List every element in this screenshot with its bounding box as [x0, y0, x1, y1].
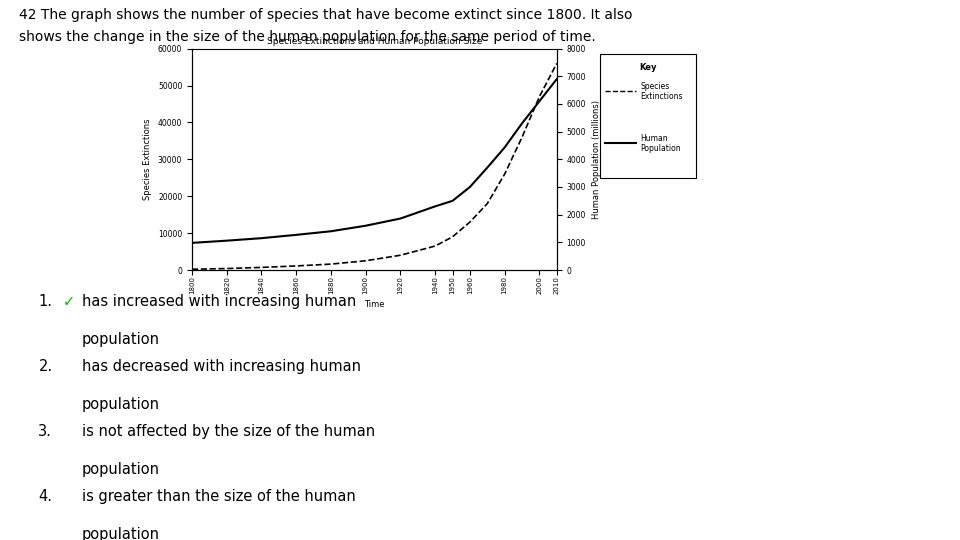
Text: is not affected by the size of the human: is not affected by the size of the human	[82, 424, 374, 439]
Text: 4.: 4.	[38, 489, 53, 504]
Text: population: population	[82, 526, 159, 540]
X-axis label: Time: Time	[364, 300, 385, 309]
Y-axis label: Human Population (millions): Human Population (millions)	[591, 100, 601, 219]
Text: 42 The graph shows the number of species that have become extinct since 1800. It: 42 The graph shows the number of species…	[19, 8, 633, 22]
Text: Human
Population: Human Population	[640, 134, 681, 153]
Text: is greater than the size of the human: is greater than the size of the human	[82, 489, 355, 504]
Text: Key: Key	[639, 63, 657, 72]
Text: has decreased with increasing human: has decreased with increasing human	[82, 359, 361, 374]
Text: 1.: 1.	[38, 294, 53, 309]
Text: ✓: ✓	[62, 294, 75, 309]
Text: population: population	[82, 332, 159, 347]
Text: shows the change in the size of the human population for the same period of time: shows the change in the size of the huma…	[19, 30, 596, 44]
Y-axis label: Species Extinctions: Species Extinctions	[143, 119, 153, 200]
Text: 3.: 3.	[38, 424, 52, 439]
Text: 2.: 2.	[38, 359, 53, 374]
Title: Species Extinctions and Human Population Size: Species Extinctions and Human Population…	[267, 37, 482, 46]
Text: population: population	[82, 462, 159, 477]
Text: has increased with increasing human: has increased with increasing human	[82, 294, 356, 309]
Text: Species
Extinctions: Species Extinctions	[640, 82, 683, 101]
Text: population: population	[82, 397, 159, 412]
